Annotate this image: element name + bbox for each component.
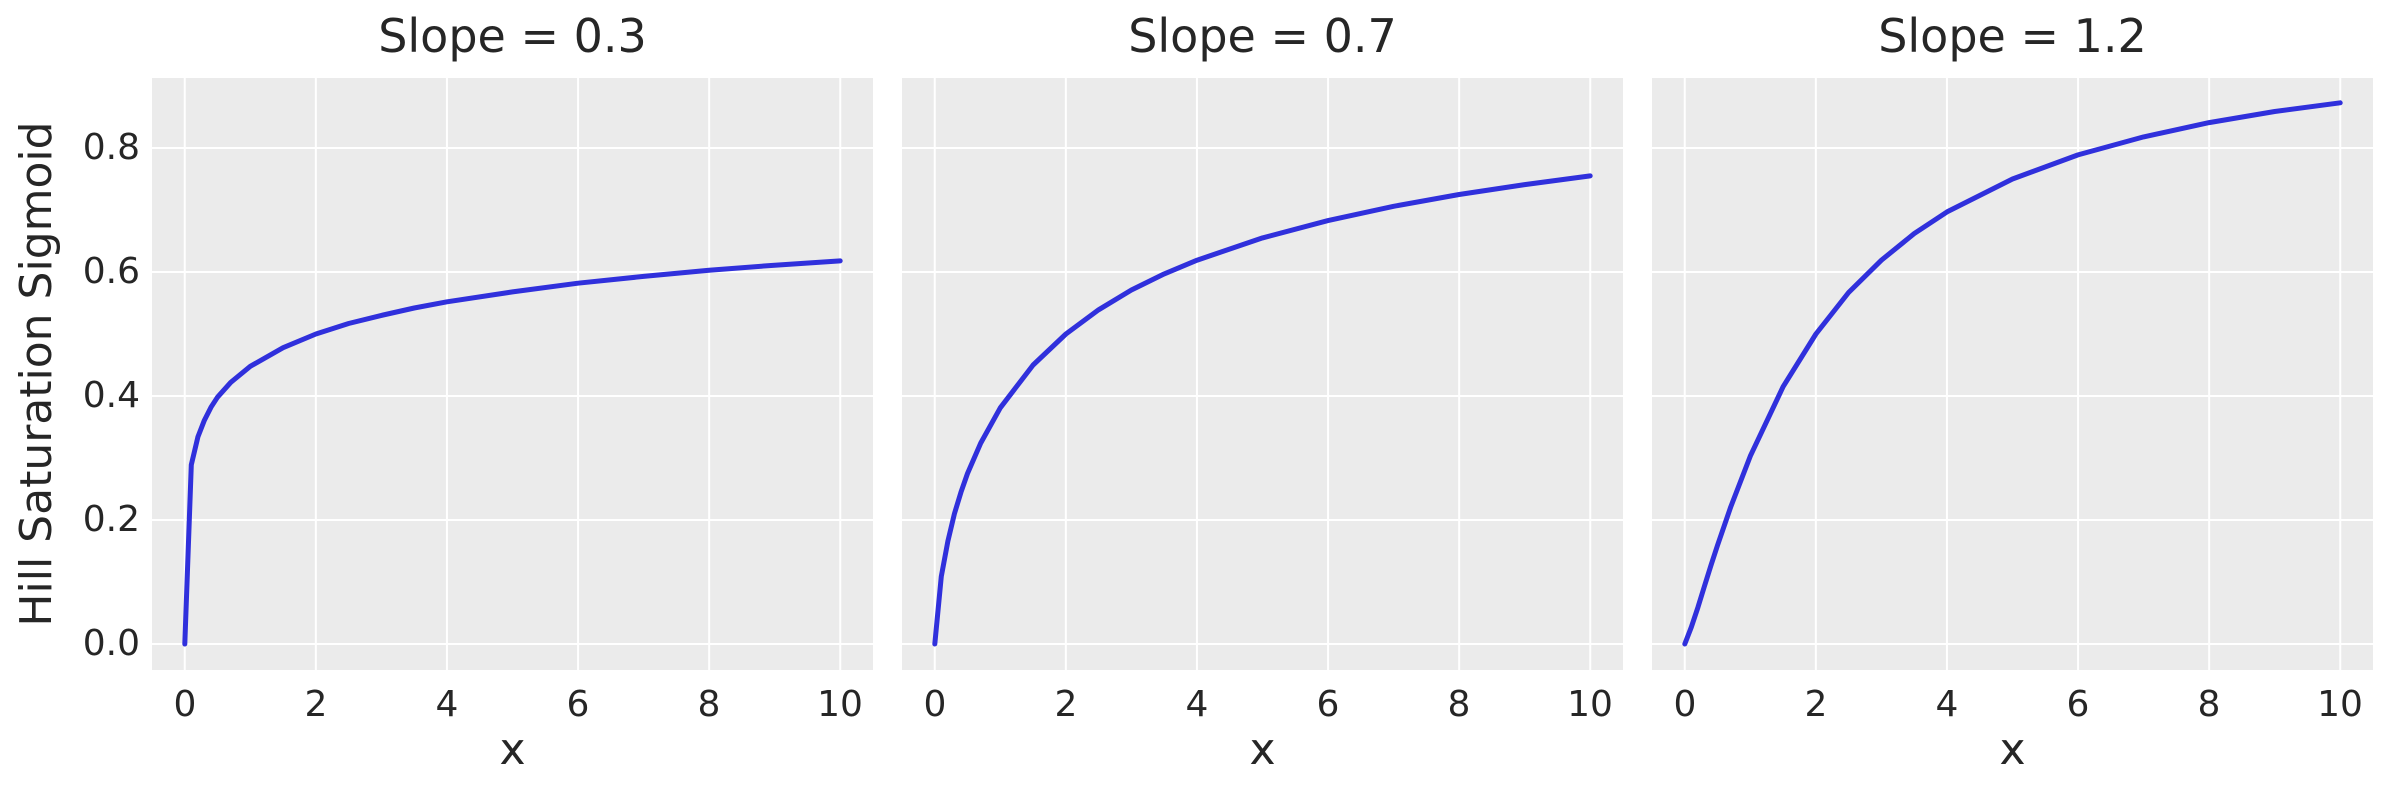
x-tick-label: 10 [817,684,863,725]
x-tick-label: 2 [304,684,328,725]
subplot-title: Slope = 0.3 [378,9,647,63]
y-tick-label: 0.6 [82,251,140,292]
x-tick-label: 8 [1447,684,1471,725]
x-tick-label: 6 [1316,684,1340,725]
x-tick-label: 0 [923,684,947,725]
x-tick-label: 4 [1185,684,1209,725]
grid-lines [152,78,873,670]
x-tick-label: 10 [2317,684,2363,725]
y-axis-label: Hill Saturation Sigmoid [11,121,62,627]
x-tick-label: 6 [566,684,590,725]
subplot-title: Slope = 0.7 [1128,9,1397,63]
grid-lines [902,78,1623,670]
subplot-title: Slope = 1.2 [1878,9,2147,63]
x-tick-label: 6 [2066,684,2090,725]
x-tick-label: 10 [1567,684,1613,725]
x-tick-label: 8 [697,684,721,725]
grid-lines [1652,78,2373,670]
x-tick-label: 0 [1673,684,1697,725]
x-tick-label: 0 [173,684,197,725]
x-axis-label: x [1249,724,1276,775]
plot-area [152,78,873,670]
y-tick-label: 0.4 [82,375,140,416]
x-tick-label: 2 [1804,684,1828,725]
plot-area [902,78,1623,670]
x-axis-label: x [499,724,526,775]
x-tick-label: 4 [435,684,459,725]
x-tick-label: 8 [2197,684,2221,725]
hill-curve [182,258,843,647]
y-tick-label: 0.8 [82,127,140,168]
y-tick-label: 0.0 [82,623,140,664]
hill-curve [932,173,1593,647]
plot-area [1652,78,2373,670]
x-tick-label: 4 [1935,684,1959,725]
hill-curve [1682,100,2343,647]
y-tick-label: 0.2 [82,499,140,540]
x-tick-label: 2 [1054,684,1078,725]
x-axis-label: x [1999,724,2026,775]
